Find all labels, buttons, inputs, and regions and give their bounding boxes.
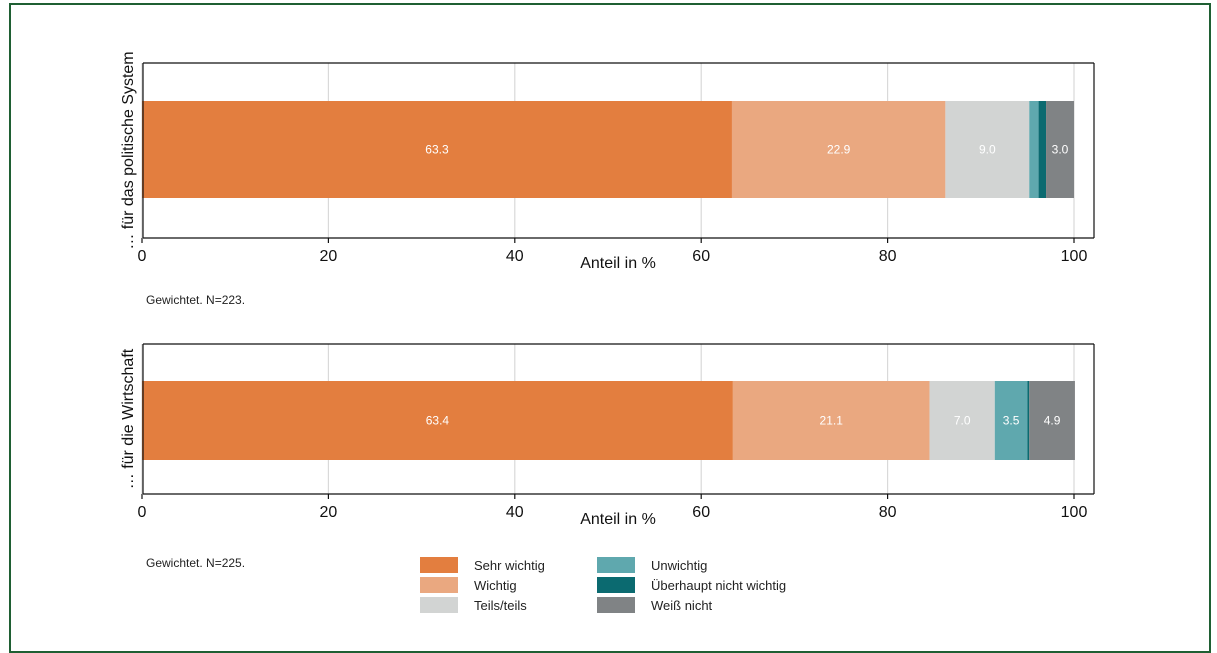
category-label: … für das politische System xyxy=(120,51,137,249)
x-tick-label: 60 xyxy=(692,504,710,521)
note-chart-1: Gewichtet. N=223. xyxy=(146,293,246,307)
bar-segment-weiß-nicht xyxy=(1046,101,1074,198)
x-tick-label: 60 xyxy=(692,248,710,265)
x-tick-label: 80 xyxy=(879,504,897,521)
data-label: 7.0 xyxy=(954,414,971,428)
bar-segment-unwichtig xyxy=(1029,101,1039,198)
x-tick-label: 100 xyxy=(1061,248,1088,265)
x-tick-label: 20 xyxy=(320,504,338,521)
bar-segment-unwichtig xyxy=(994,381,1028,460)
x-tick-label: 0 xyxy=(138,504,147,521)
bar-segment-überhaupt-nicht-wichtig xyxy=(1038,101,1047,198)
data-label: 21.1 xyxy=(820,414,844,428)
x-tick-label: 0 xyxy=(138,248,147,265)
x-tick-label: 40 xyxy=(506,504,524,521)
bar-segment-weiß-nicht xyxy=(1029,381,1075,460)
bar-segment-sehr-wichtig xyxy=(142,381,733,460)
x-tick-label: 20 xyxy=(320,248,338,265)
bar-segment-wichtig xyxy=(732,381,930,460)
category-label: … für die Wirtschaft xyxy=(120,348,137,489)
bar-segment-sehr-wichtig xyxy=(142,101,732,198)
note-chart-2: Gewichtet. N=225. xyxy=(146,556,246,570)
x-axis-label: Anteil in % xyxy=(580,511,656,528)
x-tick-label: 100 xyxy=(1061,504,1088,521)
data-label: 63.3 xyxy=(425,143,449,157)
data-label: 9.0 xyxy=(979,143,996,157)
bar-segment-teils-teils xyxy=(945,101,1030,198)
x-tick-label: 80 xyxy=(879,248,897,265)
bar-segment-teils-teils xyxy=(929,381,995,460)
data-label: 4.9 xyxy=(1044,414,1061,428)
bar-segment-wichtig xyxy=(731,101,946,198)
x-axis-label: Anteil in % xyxy=(580,255,656,272)
x-tick-label: 40 xyxy=(506,248,524,265)
data-label: 63.4 xyxy=(426,414,450,428)
data-label: 3.0 xyxy=(1052,143,1069,157)
data-label: 3.5 xyxy=(1003,414,1020,428)
bar-segment-überhaupt-nicht-wichtig xyxy=(1027,381,1030,460)
data-label: 22.9 xyxy=(827,143,851,157)
